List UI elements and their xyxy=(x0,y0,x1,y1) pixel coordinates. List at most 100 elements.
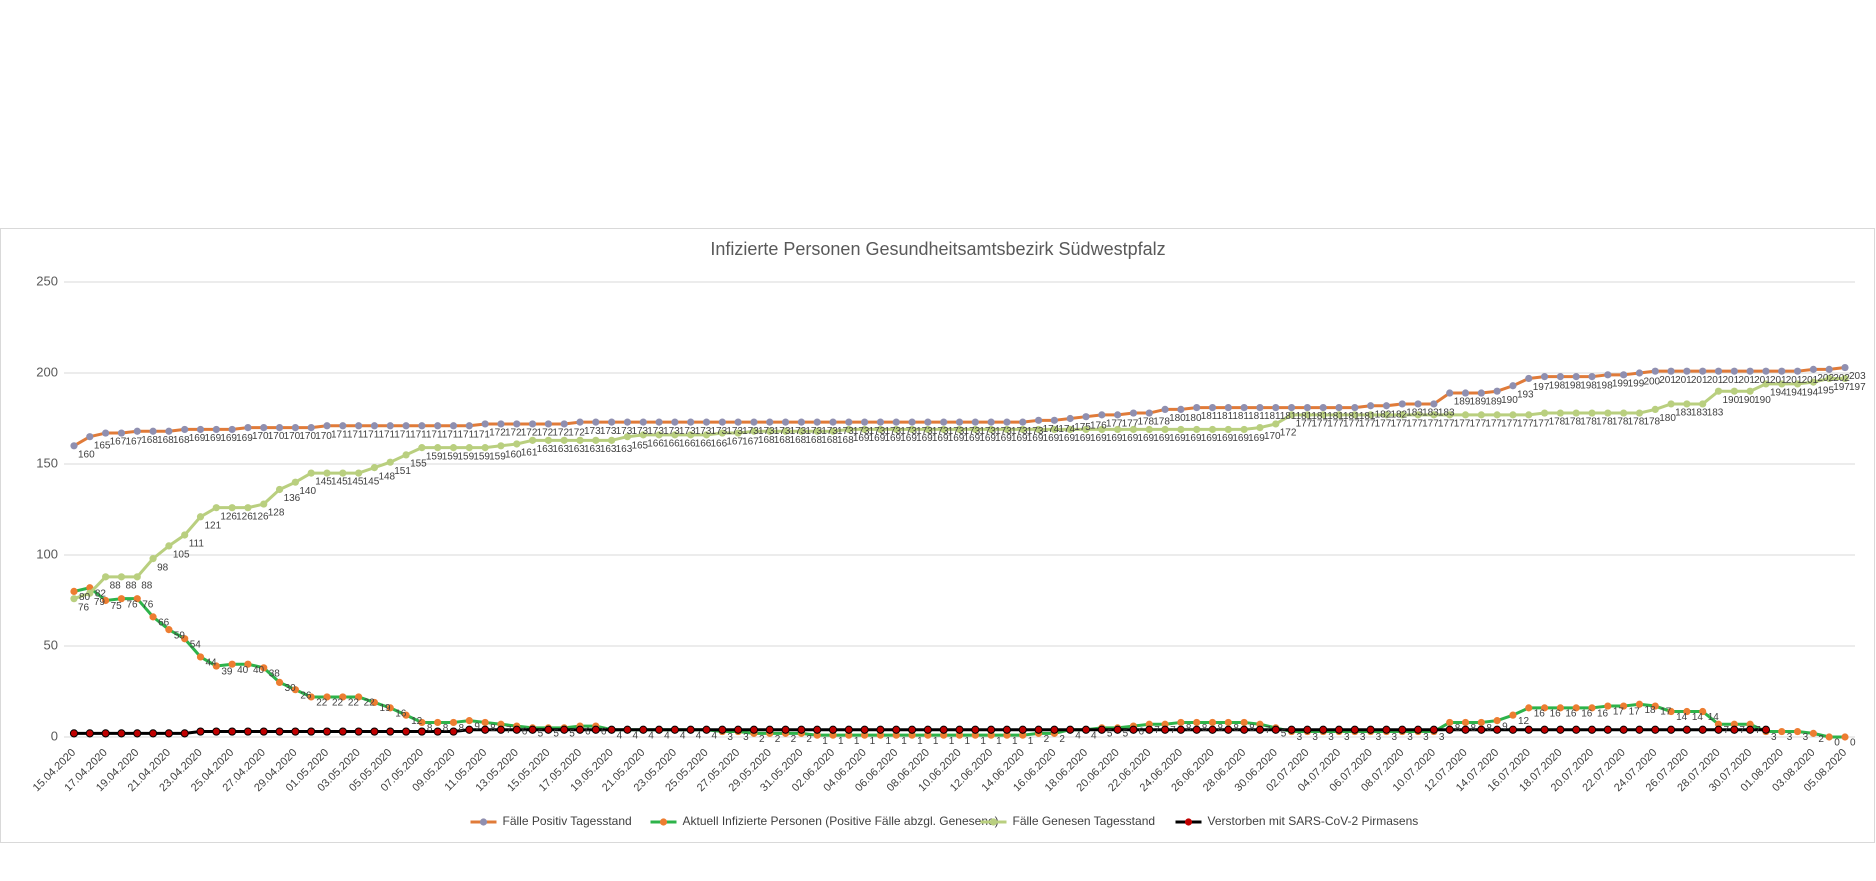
point xyxy=(876,418,885,426)
data-label: 181 xyxy=(1217,411,1234,422)
point xyxy=(1841,374,1849,383)
y-tick-label: 50 xyxy=(44,637,58,652)
point xyxy=(528,436,537,444)
point xyxy=(655,431,663,439)
point xyxy=(1319,411,1327,419)
data-label: 22 xyxy=(364,698,376,709)
data-label: 203 xyxy=(1849,371,1866,382)
chart-frame xyxy=(0,228,1875,843)
data-label: 16 xyxy=(1550,709,1562,720)
point xyxy=(70,587,78,596)
data-label: 44 xyxy=(206,658,218,669)
data-label: 8 xyxy=(1218,723,1224,734)
point xyxy=(1129,425,1138,434)
point xyxy=(892,725,901,734)
point xyxy=(291,727,300,736)
data-label: 201 xyxy=(1802,375,1819,386)
data-label: 1 xyxy=(838,736,844,747)
point xyxy=(576,418,584,426)
data-label: 169 xyxy=(964,433,981,444)
data-label: 145 xyxy=(315,477,332,488)
point xyxy=(1667,707,1675,716)
data-label: 140 xyxy=(299,486,316,497)
point xyxy=(228,504,236,512)
point xyxy=(101,729,110,738)
point xyxy=(1193,403,1201,412)
point xyxy=(781,725,790,734)
data-label: 183 xyxy=(1691,408,1708,419)
data-label: 171 xyxy=(442,429,459,440)
point xyxy=(259,727,268,736)
point xyxy=(1809,365,1817,373)
data-label: 17 xyxy=(1660,707,1672,718)
point xyxy=(639,418,647,426)
data-label: 16 xyxy=(1565,709,1577,720)
point xyxy=(749,725,759,734)
point xyxy=(1841,363,1849,372)
point xyxy=(1493,725,1502,734)
data-label: 170 xyxy=(1264,431,1281,442)
data-label: 8 xyxy=(1233,723,1239,734)
point xyxy=(1208,718,1217,727)
data-label: 169 xyxy=(948,433,965,444)
data-label: 169 xyxy=(900,433,917,444)
data-label: 14 xyxy=(1708,712,1720,723)
point xyxy=(449,727,458,736)
data-label: 1 xyxy=(996,736,1002,747)
point xyxy=(449,444,458,452)
data-label: 169 xyxy=(1074,433,1091,444)
point xyxy=(1145,725,1154,734)
point xyxy=(1525,374,1533,383)
data-label: 4 xyxy=(632,730,638,741)
data-label: 199 xyxy=(1612,378,1629,389)
data-label: 173 xyxy=(742,426,759,437)
point xyxy=(1793,367,1802,375)
point xyxy=(85,729,94,738)
point xyxy=(1334,725,1344,734)
point xyxy=(181,635,189,643)
data-label: 166 xyxy=(679,439,696,450)
point xyxy=(734,418,742,426)
data-label: 19 xyxy=(379,703,391,714)
point xyxy=(781,418,790,426)
data-label: 166 xyxy=(647,439,664,450)
data-label: 166 xyxy=(711,439,728,450)
point xyxy=(1446,389,1454,397)
point xyxy=(1809,378,1817,386)
point xyxy=(765,725,774,734)
data-label: 3 xyxy=(1391,732,1397,743)
point xyxy=(1113,725,1122,734)
data-label: 2 xyxy=(806,734,812,745)
data-label: 199 xyxy=(1628,378,1645,389)
point xyxy=(575,725,585,734)
data-label: 76 xyxy=(126,599,138,610)
data-label: 181 xyxy=(1359,411,1376,422)
point xyxy=(654,725,664,734)
data-label: 177 xyxy=(1327,419,1344,430)
data-label: 171 xyxy=(331,429,348,440)
point xyxy=(133,573,141,581)
data-label: 170 xyxy=(268,431,285,442)
y-tick-label: 100 xyxy=(36,546,58,561)
data-label: 8 xyxy=(443,723,449,734)
point xyxy=(434,422,442,430)
data-label: 159 xyxy=(489,451,506,462)
point xyxy=(1145,409,1153,417)
data-label: 169 xyxy=(1217,433,1234,444)
point xyxy=(1651,702,1659,710)
data-label: 159 xyxy=(473,451,490,462)
point xyxy=(544,420,552,428)
data-label: 173 xyxy=(916,426,933,437)
point xyxy=(1461,389,1470,397)
data-label: 18 xyxy=(1644,705,1656,716)
point xyxy=(497,420,505,428)
point xyxy=(1066,425,1074,434)
point xyxy=(1761,725,1771,734)
data-label: 8 xyxy=(1471,723,1477,734)
point xyxy=(1778,367,1786,375)
point xyxy=(212,727,221,736)
data-label: 171 xyxy=(458,429,475,440)
point xyxy=(1081,725,1091,734)
point xyxy=(1556,409,1564,417)
point xyxy=(1224,725,1233,734)
